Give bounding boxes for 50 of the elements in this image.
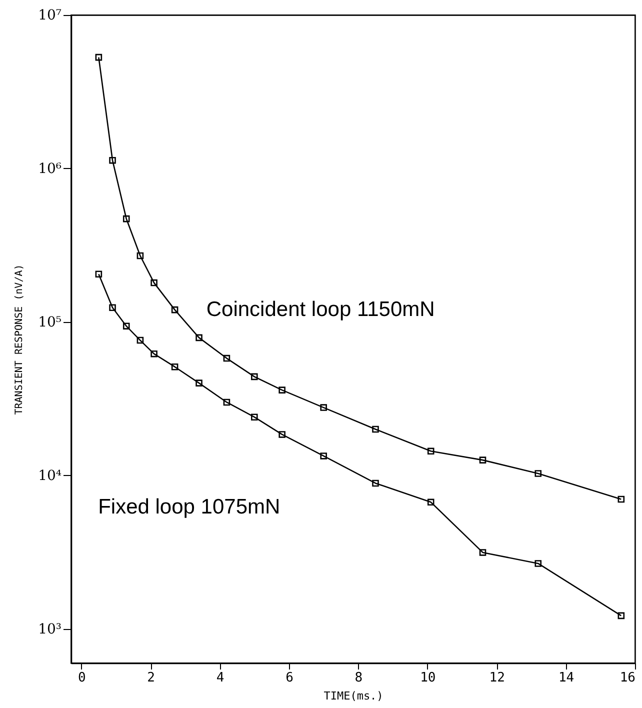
point [372,480,379,487]
x-tick-label: 12 [489,670,505,686]
y-tick-label: 10⁴ [38,468,62,484]
x-tick-label: 2 [147,670,155,686]
point [320,452,327,460]
point [196,334,202,342]
y-tick-label: 10⁵ [38,314,62,330]
point [278,386,286,394]
point [223,398,230,406]
point [479,456,486,464]
point [109,304,116,312]
point [122,215,130,222]
point [223,354,230,362]
series-label: Coincident loop 1150mN [206,298,435,321]
point [618,612,625,620]
x-axis-title: TIME(ms.) [324,690,384,702]
point [122,322,130,330]
point [372,426,379,433]
x-tick-label: 0 [78,670,86,686]
point [534,470,542,477]
point [95,270,102,278]
point [109,156,116,164]
point [95,54,102,61]
point [427,448,434,455]
y-axis-title: TRANSIENT RESPONSE (nV/A) [14,264,26,415]
point [171,363,178,370]
point [479,549,486,556]
y-tick-label: 10⁶ [38,160,62,177]
point [320,404,327,411]
point [136,336,144,344]
point [150,279,158,286]
point [534,560,542,567]
x-tick-label: 8 [354,670,363,686]
point [171,306,178,314]
x-tick-label: 4 [216,670,224,686]
point [150,350,158,358]
x-tick-label: 16 [620,670,636,686]
point [278,431,286,438]
point [251,414,258,420]
point [251,373,258,380]
point [427,498,434,506]
x-tick-label: 6 [286,670,294,686]
text: Fixed loop 1075mN [98,495,280,518]
y-tick-label: 10⁷ [38,8,62,24]
point [136,252,144,260]
y-tick-label: 10³ [38,621,62,638]
point [618,496,625,503]
x-tick-label: 14 [558,670,574,686]
x-tick-label: 10 [420,670,436,686]
point [196,380,202,386]
